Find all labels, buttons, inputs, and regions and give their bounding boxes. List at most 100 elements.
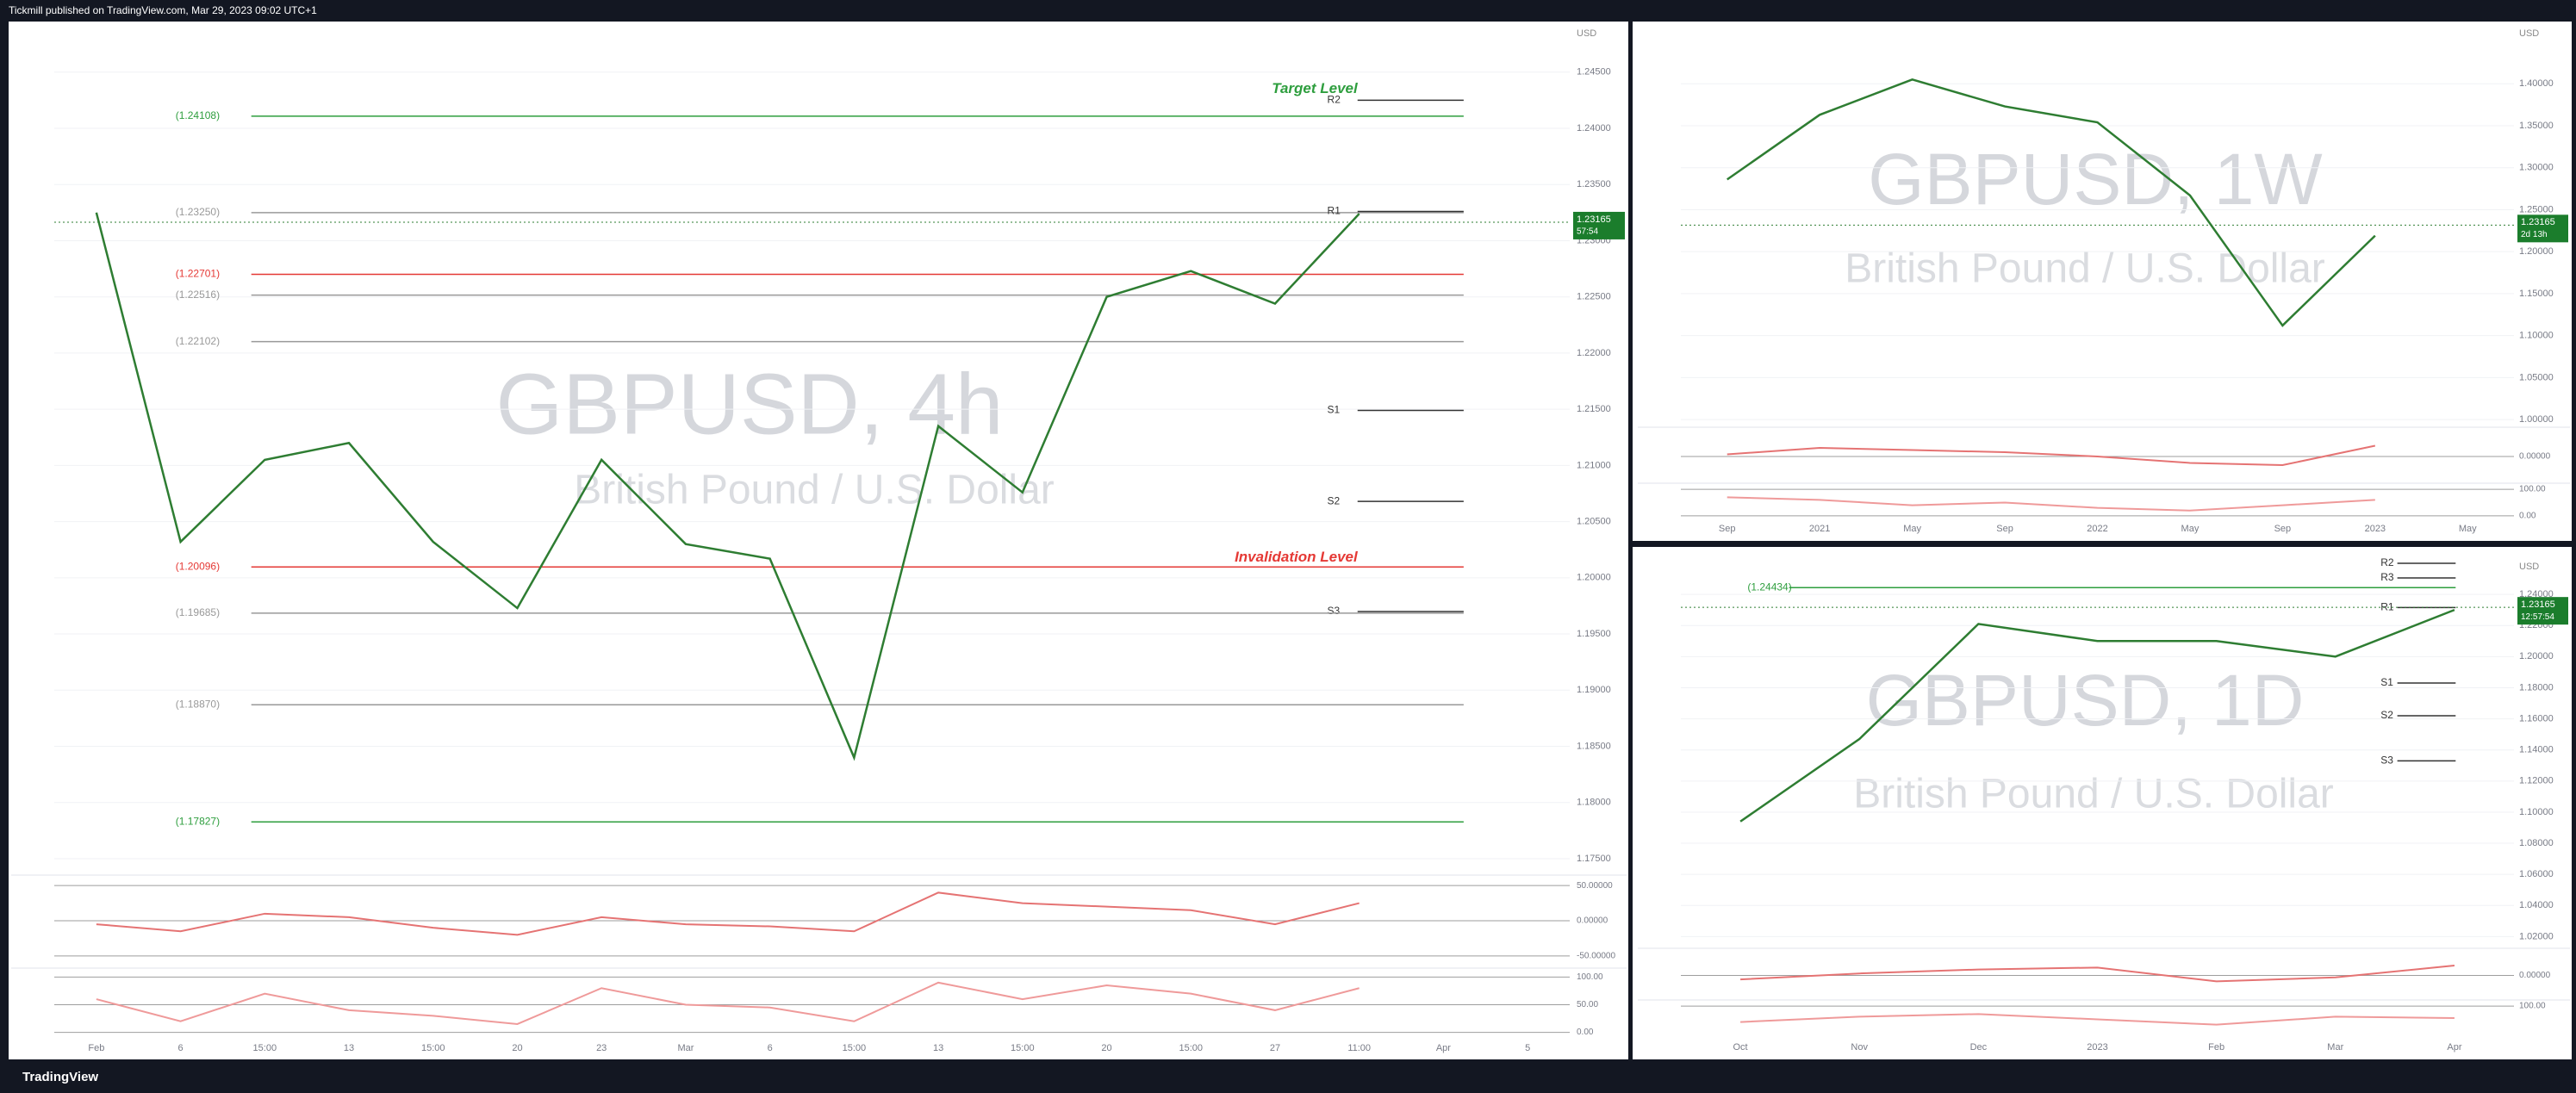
x-tick-label: 15:00 <box>1179 1043 1203 1053</box>
footer-logo: TradingView <box>22 1070 98 1084</box>
x-tick-label: 13 <box>344 1043 354 1053</box>
stochastic-line <box>1740 1013 2455 1026</box>
x-tick-label: May <box>1903 524 1921 534</box>
level-label: (1.18870) <box>176 698 220 710</box>
watermark-subtitle: British Pound / U.S. Dollar <box>574 468 1055 513</box>
x-tick-label: 20 <box>512 1043 522 1053</box>
x-tick-label: 2021 <box>1809 524 1830 534</box>
price-line <box>1739 608 2455 823</box>
oscillator-line <box>96 891 1360 936</box>
level-label: (1.17827) <box>176 815 220 827</box>
y-tick-label: 1.20000 <box>1577 573 1611 583</box>
x-tick-label: Mar <box>2327 1042 2343 1053</box>
panel-bg <box>1633 547 2572 1059</box>
y-tick-label: 1.16000 <box>2519 713 2554 723</box>
stochastic-line <box>1727 496 2375 512</box>
level-label: (1.20096) <box>176 560 220 572</box>
y-tick-label: 1.24000 <box>2519 589 2554 599</box>
x-tick-label: 27 <box>1270 1043 1280 1053</box>
pivot-label: R1 <box>1328 205 1341 217</box>
y-tick-label: 1.05000 <box>2519 372 2554 382</box>
osc-tick-label: 0.00000 <box>2519 452 2551 462</box>
y-tick-label: 1.40000 <box>2519 78 2554 89</box>
y-tick-label: 1.25000 <box>2519 204 2554 214</box>
y-tick-label: 1.04000 <box>2519 900 2554 910</box>
stochastic-line <box>96 981 1360 1025</box>
y-tick-label: 1.22000 <box>1577 348 1611 358</box>
level-label: (1.24434) <box>1747 581 1791 593</box>
osc-tick-label: -50.00000 <box>1577 951 1615 960</box>
level-label: (1.22102) <box>176 335 220 347</box>
level-label: (1.24108) <box>176 109 220 121</box>
x-tick-label: 6 <box>178 1043 184 1053</box>
x-tick-label: 15:00 <box>253 1043 277 1053</box>
x-tick-label: 15:00 <box>843 1043 867 1053</box>
level-label: (1.19685) <box>176 606 220 618</box>
y-tick-label: 1.20000 <box>2519 246 2554 257</box>
last-price-box <box>2517 214 2568 243</box>
osc-tick-label: 0.00000 <box>2519 971 2551 980</box>
countdown-label: 2d 13h <box>2521 230 2548 239</box>
y-tick-label: 1.35000 <box>2519 121 2554 131</box>
y-tick-label: 1.10000 <box>2519 331 2554 341</box>
watermark: GBPUSD, 1W <box>1868 139 2322 220</box>
x-tick-label: 2023 <box>2087 1042 2107 1053</box>
y-tick-label: 1.18500 <box>1577 741 1611 751</box>
osc-tick-label: 0.00 <box>2519 512 2536 521</box>
annotation: Invalidation Level <box>1235 549 1359 565</box>
x-tick-label: Mar <box>677 1043 694 1053</box>
pivot-label: R3 <box>2380 571 2394 583</box>
x-tick-label: May <box>2181 524 2200 534</box>
osc-tick-label: 50.00000 <box>1577 881 1613 891</box>
countdown-label: 12:57:54 <box>2521 612 2554 622</box>
osc-tick-label: 100.00 <box>1577 972 1603 982</box>
x-tick-label: Sep <box>1996 524 2013 534</box>
last-price-box <box>1573 211 1625 239</box>
y-tick-label: 1.20000 <box>2519 651 2554 661</box>
watermark-subtitle: British Pound / U.S. Dollar <box>1845 246 2325 292</box>
y-tick-label: 1.12000 <box>2519 776 2554 786</box>
osc-tick-label: 0.00000 <box>1577 916 1608 926</box>
y-tick-label: 1.19000 <box>1577 685 1611 695</box>
x-tick-label: Feb <box>2208 1042 2224 1053</box>
x-tick-label: 5 <box>1525 1043 1530 1053</box>
x-tick-label: 23 <box>596 1043 607 1053</box>
x-tick-label: 13 <box>933 1043 943 1053</box>
price-line <box>95 212 1360 761</box>
y-tick-label: 1.06000 <box>2519 869 2554 879</box>
pivot-label: R2 <box>1328 94 1341 106</box>
price-line <box>1727 78 2376 327</box>
x-tick-label: Sep <box>1719 524 1736 534</box>
currency-label: USD <box>2519 28 2539 39</box>
level-label: (1.23250) <box>176 206 220 218</box>
pivot-label: R2 <box>2380 556 2394 568</box>
x-tick-label: 2022 <box>2087 524 2107 534</box>
level-label: (1.22516) <box>176 289 220 301</box>
pivot-label: S3 <box>1328 605 1341 617</box>
x-tick-label: Apr <box>1436 1043 1451 1053</box>
oscillator-line <box>1727 444 2376 467</box>
x-tick-label: 20 <box>1101 1043 1111 1053</box>
pivot-label: R1 <box>2380 601 2394 613</box>
x-tick-label: 15:00 <box>421 1043 445 1053</box>
y-tick-label: 1.21000 <box>1577 460 1611 470</box>
panel-bg <box>9 22 1628 1059</box>
currency-label: USD <box>1577 28 1596 39</box>
pivot-label: S1 <box>2380 676 2393 688</box>
last-price-label: 1.23165 <box>1577 214 1611 225</box>
x-tick-label: 2023 <box>2365 524 2386 534</box>
x-tick-label: Nov <box>1851 1042 1868 1053</box>
osc-tick-label: 100.00 <box>2519 1002 2546 1011</box>
watermark-subtitle: British Pound / U.S. Dollar <box>1853 772 2334 817</box>
currency-label: USD <box>2519 562 2539 572</box>
y-tick-label: 1.08000 <box>2519 838 2554 848</box>
x-tick-label: Sep <box>2274 524 2292 534</box>
countdown-label: 57:54 <box>1577 227 1598 237</box>
y-tick-label: 1.21500 <box>1577 404 1611 414</box>
last-price-label: 1.23165 <box>2521 599 2555 610</box>
pivot-label: S3 <box>2380 755 2393 767</box>
level-label: (1.22701) <box>176 268 220 280</box>
watermark: GBPUSD, 4h <box>495 356 1003 452</box>
